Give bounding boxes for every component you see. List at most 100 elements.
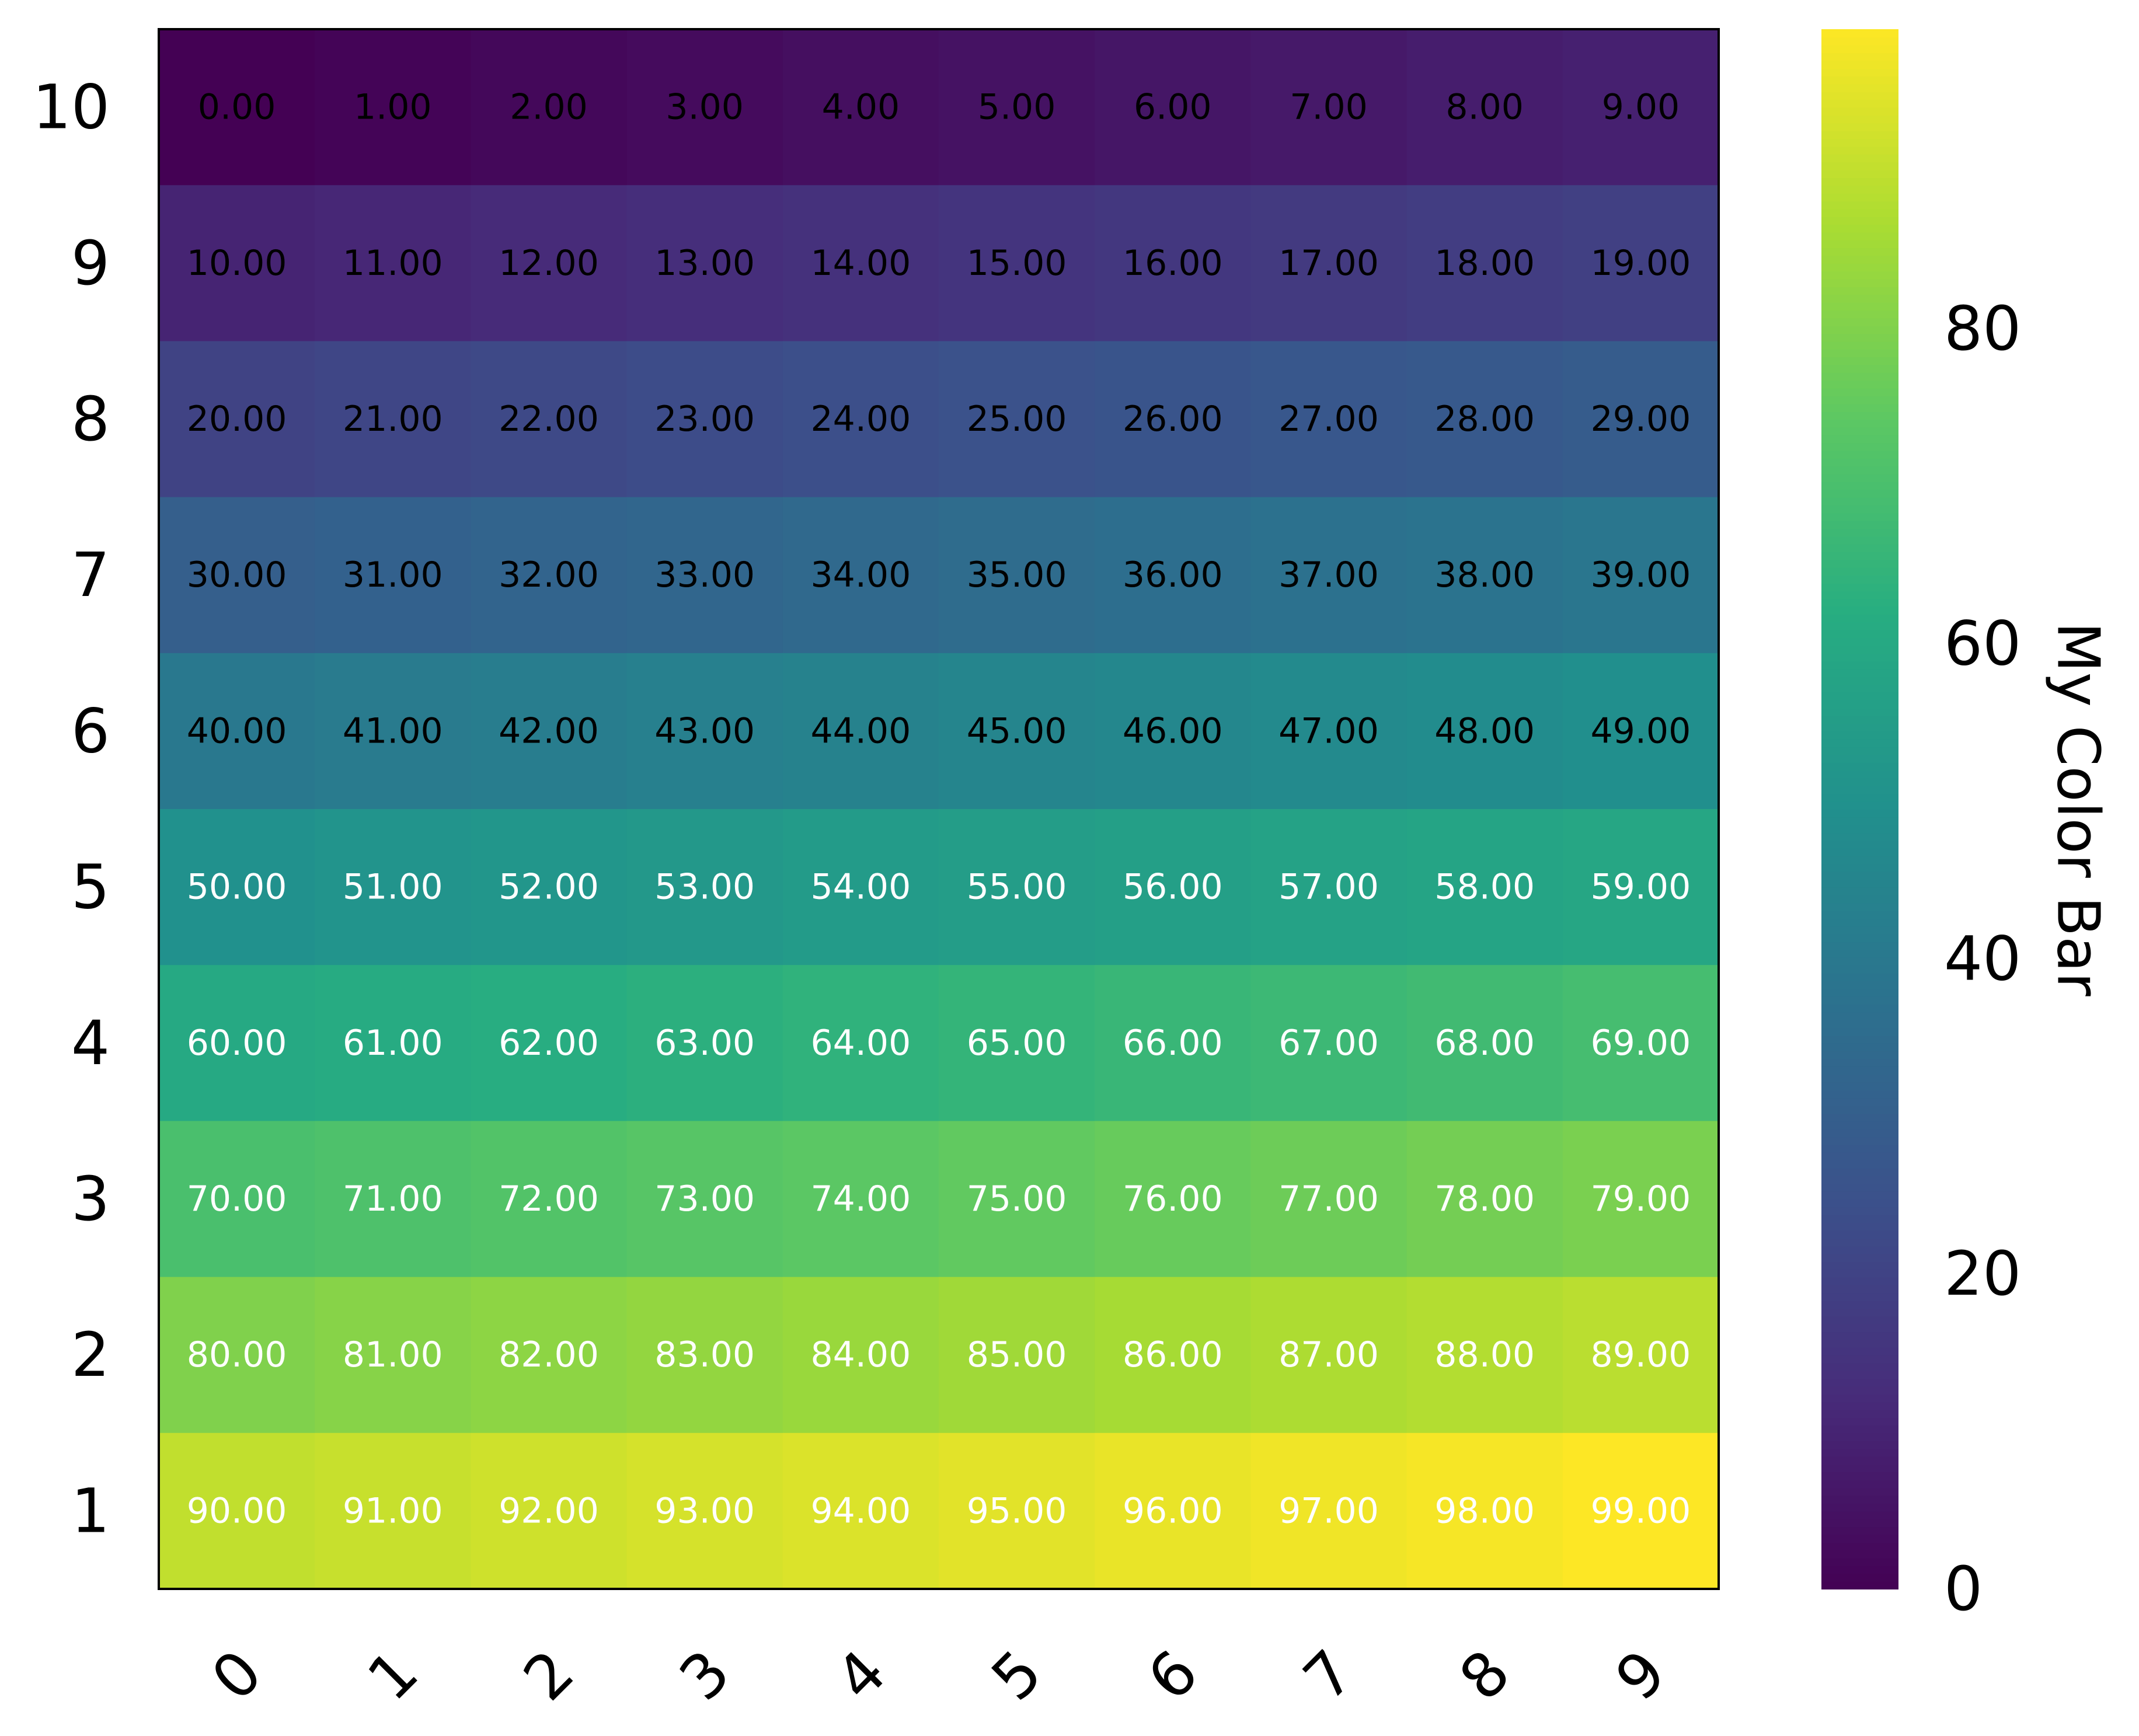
colorbar-segment [1821, 302, 1898, 311]
cell-value-label: 59.00 [1591, 867, 1691, 908]
cell-value-label: 35.00 [967, 555, 1067, 595]
cell-value-label: 7.00 [1290, 87, 1368, 128]
heatmap-cell [315, 497, 471, 654]
colorbar-segment [1821, 1191, 1898, 1200]
cell-value-label: 49.00 [1591, 710, 1691, 751]
heatmap-cell [159, 185, 315, 341]
y-tick-label: 1 [71, 1475, 110, 1546]
heatmap-cell [782, 965, 939, 1121]
colorbar-segment [1821, 1503, 1898, 1512]
cell-value-label: 83.00 [654, 1334, 755, 1375]
cell-value-label: 97.00 [1278, 1490, 1379, 1531]
cell-value-label: 94.00 [811, 1490, 911, 1531]
colorbar-segment [1821, 543, 1898, 553]
cell-value-label: 24.00 [811, 399, 911, 440]
colorbar-segment [1821, 637, 1898, 646]
colorbar-segment [1821, 1386, 1898, 1395]
heatmap-cell [1406, 1121, 1563, 1278]
heatmap-cell [626, 341, 783, 498]
colorbar-segment [1821, 1183, 1898, 1192]
x-tick-label: 4 [822, 1636, 900, 1714]
cell-value-label: 3.00 [666, 87, 744, 128]
colorbar-segment [1821, 575, 1898, 584]
colorbar-segment [1821, 29, 1898, 38]
colorbar-segment [1821, 1347, 1898, 1356]
cell-value-label: 23.00 [654, 399, 755, 440]
y-tick-label: 7 [71, 539, 110, 611]
cell-value-label: 88.00 [1434, 1334, 1535, 1375]
cell-value-label: 11.00 [343, 243, 443, 284]
heatmap-cell [1406, 653, 1563, 810]
x-tick-label: 5 [978, 1636, 1055, 1714]
colorbar-segment [1821, 1526, 1898, 1535]
colorbar-segment [1821, 325, 1898, 334]
colorbar-segment [1821, 1550, 1898, 1559]
colorbar-segment [1821, 661, 1898, 670]
heatmap-cell [1562, 1432, 1719, 1589]
colorbar-segment [1821, 1425, 1898, 1434]
cell-value-label: 15.00 [967, 243, 1067, 284]
colorbar-segment [1821, 957, 1898, 966]
cell-value-label: 21.00 [343, 399, 443, 440]
cell-value-label: 54.00 [811, 867, 911, 908]
heatmap-cell [1406, 1277, 1563, 1434]
cell-value-label: 65.00 [967, 1023, 1067, 1064]
colorbar-segment [1821, 1004, 1898, 1013]
cell-value-label: 19.00 [1591, 243, 1691, 284]
heatmap-cell [1250, 185, 1408, 341]
colorbar-segment [1821, 60, 1898, 69]
cell-value-label: 69.00 [1591, 1023, 1691, 1064]
cell-value-label: 61.00 [343, 1023, 443, 1064]
colorbar-segment [1821, 1355, 1898, 1364]
cell-value-label: 57.00 [1278, 867, 1379, 908]
colorbar-segment [1821, 1581, 1898, 1589]
colorbar-segment [1821, 965, 1898, 974]
colorbar-segment [1821, 1487, 1898, 1496]
cell-value-label: 38.00 [1434, 555, 1535, 595]
cell-value-label: 66.00 [1123, 1023, 1223, 1064]
cell-value-label: 16.00 [1123, 243, 1223, 284]
colorbar-segment [1821, 114, 1898, 124]
colorbar-segment [1821, 1441, 1898, 1449]
colorbar-segment [1821, 1214, 1898, 1223]
colorbar-segment [1821, 536, 1898, 545]
colorbar-segment [1821, 1121, 1898, 1130]
cell-value-label: 91.00 [343, 1490, 443, 1531]
x-tick-label: 2 [510, 1636, 587, 1714]
colorbar-segment [1821, 707, 1898, 716]
colorbar-segment [1821, 1035, 1898, 1044]
colorbar-segment [1821, 247, 1898, 256]
colorbar-segment [1821, 1082, 1898, 1090]
colorbar-segment [1821, 1074, 1898, 1083]
colorbar-segment [1821, 286, 1898, 295]
colorbar-segment [1821, 824, 1898, 834]
colorbar-segment [1821, 1207, 1898, 1215]
colorbar-label: My Color Bar [2044, 622, 2113, 996]
colorbar-segment [1821, 1362, 1898, 1371]
cell-value-label: 5.00 [978, 87, 1056, 128]
colorbar-segment [1821, 1152, 1898, 1161]
heatmap-cell [1250, 1277, 1408, 1434]
y-tick-label: 4 [71, 1008, 110, 1079]
x-tick-label: 3 [666, 1636, 744, 1714]
cell-value-label: 76.00 [1123, 1179, 1223, 1219]
colorbar-segment [1821, 427, 1898, 435]
colorbar-segment [1821, 99, 1898, 108]
colorbar-segment [1821, 801, 1898, 810]
heatmap-cell [471, 185, 628, 341]
colorbar-segment [1821, 528, 1898, 537]
cell-value-label: 31.00 [343, 555, 443, 595]
heatmap-cell [1406, 497, 1563, 654]
heatmap-cell [1562, 185, 1719, 341]
y-tick-label: 8 [71, 384, 110, 455]
colorbar-segment [1821, 1230, 1898, 1239]
heatmap-cell [159, 497, 315, 654]
colorbar-segment [1821, 37, 1898, 46]
colorbar-segment [1821, 309, 1898, 319]
colorbar-segment [1821, 473, 1898, 482]
x-tick-label: 0 [198, 1636, 276, 1714]
colorbar-segment [1821, 559, 1898, 568]
colorbar-segment [1821, 785, 1898, 794]
heatmap-cell [159, 29, 315, 186]
cell-value-label: 96.00 [1123, 1490, 1223, 1531]
